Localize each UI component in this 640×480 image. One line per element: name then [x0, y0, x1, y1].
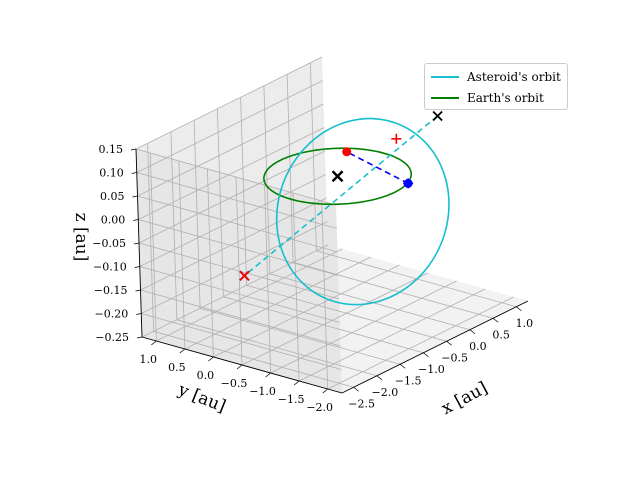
- y-tick-mark: [322, 388, 328, 394]
- z-tick-mark: [136, 313, 142, 315]
- line-of-nodes: [243, 115, 439, 277]
- x-tick-mark: [423, 352, 429, 358]
- z-tick-label: 0.15: [99, 143, 124, 156]
- x-tick-mark: [399, 363, 406, 369]
- z-tick-label: −0.05: [92, 237, 126, 250]
- legend: Asteroid's orbit Earth's orbit: [424, 63, 568, 110]
- z-tick-mark: [133, 219, 139, 221]
- x-axis-label: x [au]: [438, 378, 491, 419]
- x-tick-label: −2.0: [372, 386, 399, 399]
- asteroid-orbit-line: [275, 117, 450, 306]
- asteroid-marker: [342, 147, 352, 157]
- x-axis-line: [341, 300, 529, 394]
- x-tick-label: 0.0: [469, 340, 487, 353]
- x-tick-label: −1.5: [395, 374, 422, 387]
- y-tick-label: −1.0: [249, 385, 276, 398]
- y-tick-label: −1.5: [278, 393, 305, 406]
- x-tick-label: −0.5: [441, 351, 468, 364]
- y-tick-label: −0.5: [221, 377, 248, 390]
- y-tick-label: −2.0: [306, 401, 333, 414]
- legend-swatch-asteroid: [431, 76, 459, 78]
- z-tick-label: 0.05: [100, 190, 125, 203]
- z-tick-label: 0.00: [101, 214, 126, 227]
- legend-item-earth: Earth's orbit: [431, 89, 544, 107]
- earth-cross-marker: [403, 178, 414, 189]
- asteroid-dot: [342, 147, 352, 157]
- point-markers: [239, 110, 443, 281]
- y-tick-mark: [293, 380, 300, 386]
- sun-marker: [331, 170, 344, 183]
- x-tick-mark: [376, 375, 383, 381]
- y-tick-label: 0.5: [168, 361, 186, 374]
- y-tick-mark: [151, 340, 157, 346]
- x-tick-mark: [446, 340, 452, 346]
- z-tick-mark: [136, 336, 143, 339]
- z-tick-label: −0.25: [95, 331, 129, 344]
- earth-orbit-line: [263, 147, 413, 206]
- y-tick-mark: [179, 348, 186, 354]
- z-tick-label: −0.10: [93, 261, 127, 274]
- z-tick-mark: [134, 266, 140, 268]
- z-tick-label: 0.10: [99, 167, 124, 180]
- descending-node-red-stroke-b: [239, 270, 250, 281]
- legend-swatch-earth: [431, 97, 459, 99]
- asteroid-cross-marker: [391, 133, 402, 144]
- z-tick-mark: [131, 172, 137, 174]
- z-tick-mark: [132, 195, 138, 198]
- y-tick-mark: [208, 356, 214, 362]
- legend-item-asteroid: Asteroid's orbit: [431, 68, 561, 86]
- z-tick-label: −0.20: [95, 308, 129, 321]
- x-tick-label: −1.0: [418, 363, 445, 376]
- legend-label-asteroid: Asteroid's orbit: [467, 70, 561, 84]
- x-tick-mark: [353, 386, 359, 392]
- tick-labels: −2.5−2.0−1.5−1.0−0.50.00.51.01.00.50.0−0…: [92, 143, 533, 414]
- x-tick-label: 1.0: [516, 317, 534, 330]
- sun-stroke-b: [331, 170, 344, 183]
- ascending-node-stroke-b: [432, 110, 443, 122]
- ascending-node-marker: [432, 110, 443, 122]
- z-tick-label: −0.15: [94, 284, 128, 297]
- descending-node-red-marker: [239, 270, 250, 281]
- x-tick-label: −2.5: [348, 397, 375, 410]
- x-tick-label: 0.5: [492, 328, 510, 341]
- z-tick-mark: [130, 148, 137, 151]
- x-tick-mark: [492, 317, 499, 323]
- z-tick-mark: [135, 289, 141, 292]
- orbit-curves: [243, 115, 450, 306]
- z-axis-label: z [au]: [71, 213, 91, 262]
- y-tick-mark: [236, 364, 243, 370]
- y-tick-label: 0.0: [197, 369, 215, 382]
- earth-asteroid-link: [346, 151, 409, 185]
- x-tick-mark: [516, 306, 522, 312]
- y-tick-mark: [265, 372, 271, 378]
- y-tick-label: 1.0: [140, 353, 158, 366]
- x-tick-mark: [469, 329, 476, 335]
- legend-label-earth: Earth's orbit: [467, 91, 544, 105]
- z-tick-mark: [133, 242, 140, 245]
